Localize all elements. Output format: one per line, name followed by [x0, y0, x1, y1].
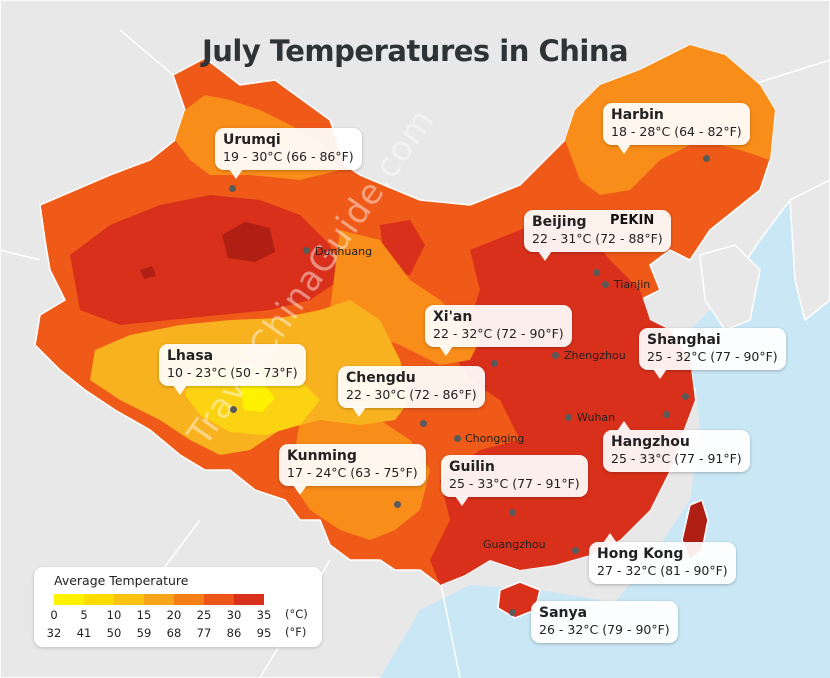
callout-hangzhou: Hangzhou 25 - 33°C (77 - 91°F)	[603, 421, 750, 472]
callout-sanya: Sanya 26 - 32°C (79 - 90°F)	[531, 601, 678, 643]
callout-temp: 25 - 33°C (77 - 91°F)	[449, 476, 580, 491]
city-label-tianjin: Tianjin	[614, 278, 651, 291]
city-label-wuhan: Wuhan	[577, 411, 616, 424]
callout-urumqi: Urumqi 19 - 30°C (66 - 86°F)	[215, 128, 362, 179]
callout-shanghai: Shanghai 25 - 32°C (77 - 90°F)	[639, 328, 786, 379]
legend-title: Average Temperature	[54, 573, 189, 588]
legend-tick-celsius: 30	[226, 608, 242, 622]
legend-tick-celsius: 0	[50, 608, 58, 622]
callout-temp: 25 - 32°C (77 - 90°F)	[647, 349, 778, 364]
callout-guilin: Guilin 25 - 33°C (77 - 91°F)	[441, 455, 588, 506]
city-label-dunhuang: Dunhuang	[315, 245, 373, 258]
legend-tick-celsius: 10	[106, 608, 122, 622]
legend-tick-fahrenheit: 59	[136, 626, 152, 640]
callout-temp: 22 - 31°C (72 - 88°F)	[532, 231, 663, 246]
legend-unit-fahrenheit: (°F)	[285, 625, 307, 639]
callout-temp: 17 - 24°C (63 - 75°F)	[287, 465, 418, 480]
city-dot-hangzhou	[662, 410, 670, 418]
callout-temp: 22 - 30°C (72 - 86°F)	[346, 387, 477, 402]
callout-temp: 10 - 23°C (50 - 73°F)	[167, 365, 298, 380]
callout-name: Harbin	[611, 107, 664, 123]
legend-swatch	[204, 594, 234, 605]
callout-name: Shanghai	[647, 332, 721, 348]
legend-tick-celsius: 20	[166, 608, 182, 622]
legend-swatch	[234, 594, 264, 605]
city-dot-wuhan	[564, 413, 572, 421]
callout-name: Sanya	[539, 605, 588, 621]
city-label-zhengzhou: Zhengzhou	[564, 349, 626, 362]
city-dot-harbin	[702, 154, 710, 162]
callout-name: Hong Kong	[597, 546, 684, 562]
city-dot-hong-kong	[571, 546, 579, 554]
temperature-legend: Average Temperature (°C) (°F) 0 5 10 15 20 25…	[34, 567, 322, 647]
city-dot-tianjin	[601, 280, 609, 288]
legend-tick-fahrenheit: 32	[46, 626, 62, 640]
callout-temp: 25 - 33°C (77 - 91°F)	[611, 451, 742, 466]
callout-beijing: Beijing 22 - 31°C (72 - 88°F)	[524, 210, 671, 261]
callout-temp: 26 - 32°C (79 - 90°F)	[539, 622, 670, 637]
city-dot-sanya	[508, 608, 516, 616]
city-dot-shanghai	[681, 392, 689, 400]
city-dot-lhasa	[229, 405, 237, 413]
japan-land	[789, 179, 830, 322]
callout-chengdu: Chengdu 22 - 30°C (72 - 86°F)	[338, 366, 485, 417]
city-dot-xian	[490, 359, 498, 367]
callout-temp: 18 - 28°C (64 - 82°F)	[611, 124, 742, 139]
legend-swatch	[144, 594, 174, 605]
legend-tick-celsius: 35	[256, 608, 272, 622]
band-30-basin	[70, 195, 340, 325]
city-dot-kunming	[393, 500, 401, 508]
legend-unit-celsius: (°C)	[285, 607, 308, 621]
callout-name: Kunming	[287, 448, 357, 464]
extra-label-pekin: PEKIN	[610, 213, 655, 228]
city-dot-urumqi	[228, 184, 236, 192]
city-dot-guilin	[508, 508, 516, 516]
city-label-guangzhou: Guangzhou	[483, 538, 546, 551]
band-5-plateau	[240, 382, 275, 412]
legend-swatch	[114, 594, 144, 605]
callout-name: Guilin	[449, 459, 495, 475]
callout-name: Hangzhou	[611, 434, 690, 450]
band-35-turpan	[222, 222, 275, 262]
legend-tick-fahrenheit: 41	[76, 626, 92, 640]
legend-swatches	[54, 594, 264, 605]
legend-swatch	[84, 594, 114, 605]
callout-harbin: Harbin 18 - 28°C (64 - 82°F)	[603, 103, 750, 154]
callout-name: Beijing	[532, 214, 587, 230]
legend-tick-celsius: 15	[136, 608, 152, 622]
city-dot-chongqing	[453, 434, 461, 442]
legend-tick-celsius: 5	[80, 608, 88, 622]
city-label-chongqing: Chongqing	[465, 432, 525, 445]
band-35-spot	[140, 266, 156, 279]
callout-name: Lhasa	[167, 348, 214, 364]
legend-tick-fahrenheit: 77	[196, 626, 212, 640]
city-dot-beijing	[592, 268, 600, 276]
legend-tick-fahrenheit: 68	[166, 626, 182, 640]
callout-name: Chengdu	[346, 370, 416, 386]
map-title: July Temperatures in China	[201, 34, 629, 68]
callout-name: Xi'an	[433, 309, 473, 325]
city-dot-zhengzhou	[551, 351, 559, 359]
callout-xian: Xi'an 22 - 32°C (72 - 90°F)	[425, 305, 572, 356]
callout-temp: 19 - 30°C (66 - 86°F)	[223, 149, 354, 164]
callout-hong-kong: Hong Kong 27 - 32°C (81 - 90°F)	[589, 533, 736, 584]
legend-tick-fahrenheit: 95	[256, 626, 272, 640]
legend-swatch	[174, 594, 204, 605]
callout-temp: 27 - 32°C (81 - 90°F)	[597, 563, 728, 578]
korea-japan-land	[699, 244, 761, 331]
legend-swatch	[54, 594, 84, 605]
callout-lhasa: Lhasa 10 - 23°C (50 - 73°F)	[159, 344, 306, 395]
city-dot-dunhuang	[302, 246, 310, 254]
legend-tick-celsius: 25	[196, 608, 212, 622]
callout-name: Urumqi	[223, 132, 281, 148]
legend-tick-fahrenheit: 50	[106, 626, 122, 640]
callout-kunming: Kunming 17 - 24°C (63 - 75°F)	[279, 444, 426, 495]
legend-tick-fahrenheit: 86	[226, 626, 242, 640]
city-dot-chengdu	[419, 419, 427, 427]
callout-temp: 22 - 32°C (72 - 90°F)	[433, 326, 564, 341]
